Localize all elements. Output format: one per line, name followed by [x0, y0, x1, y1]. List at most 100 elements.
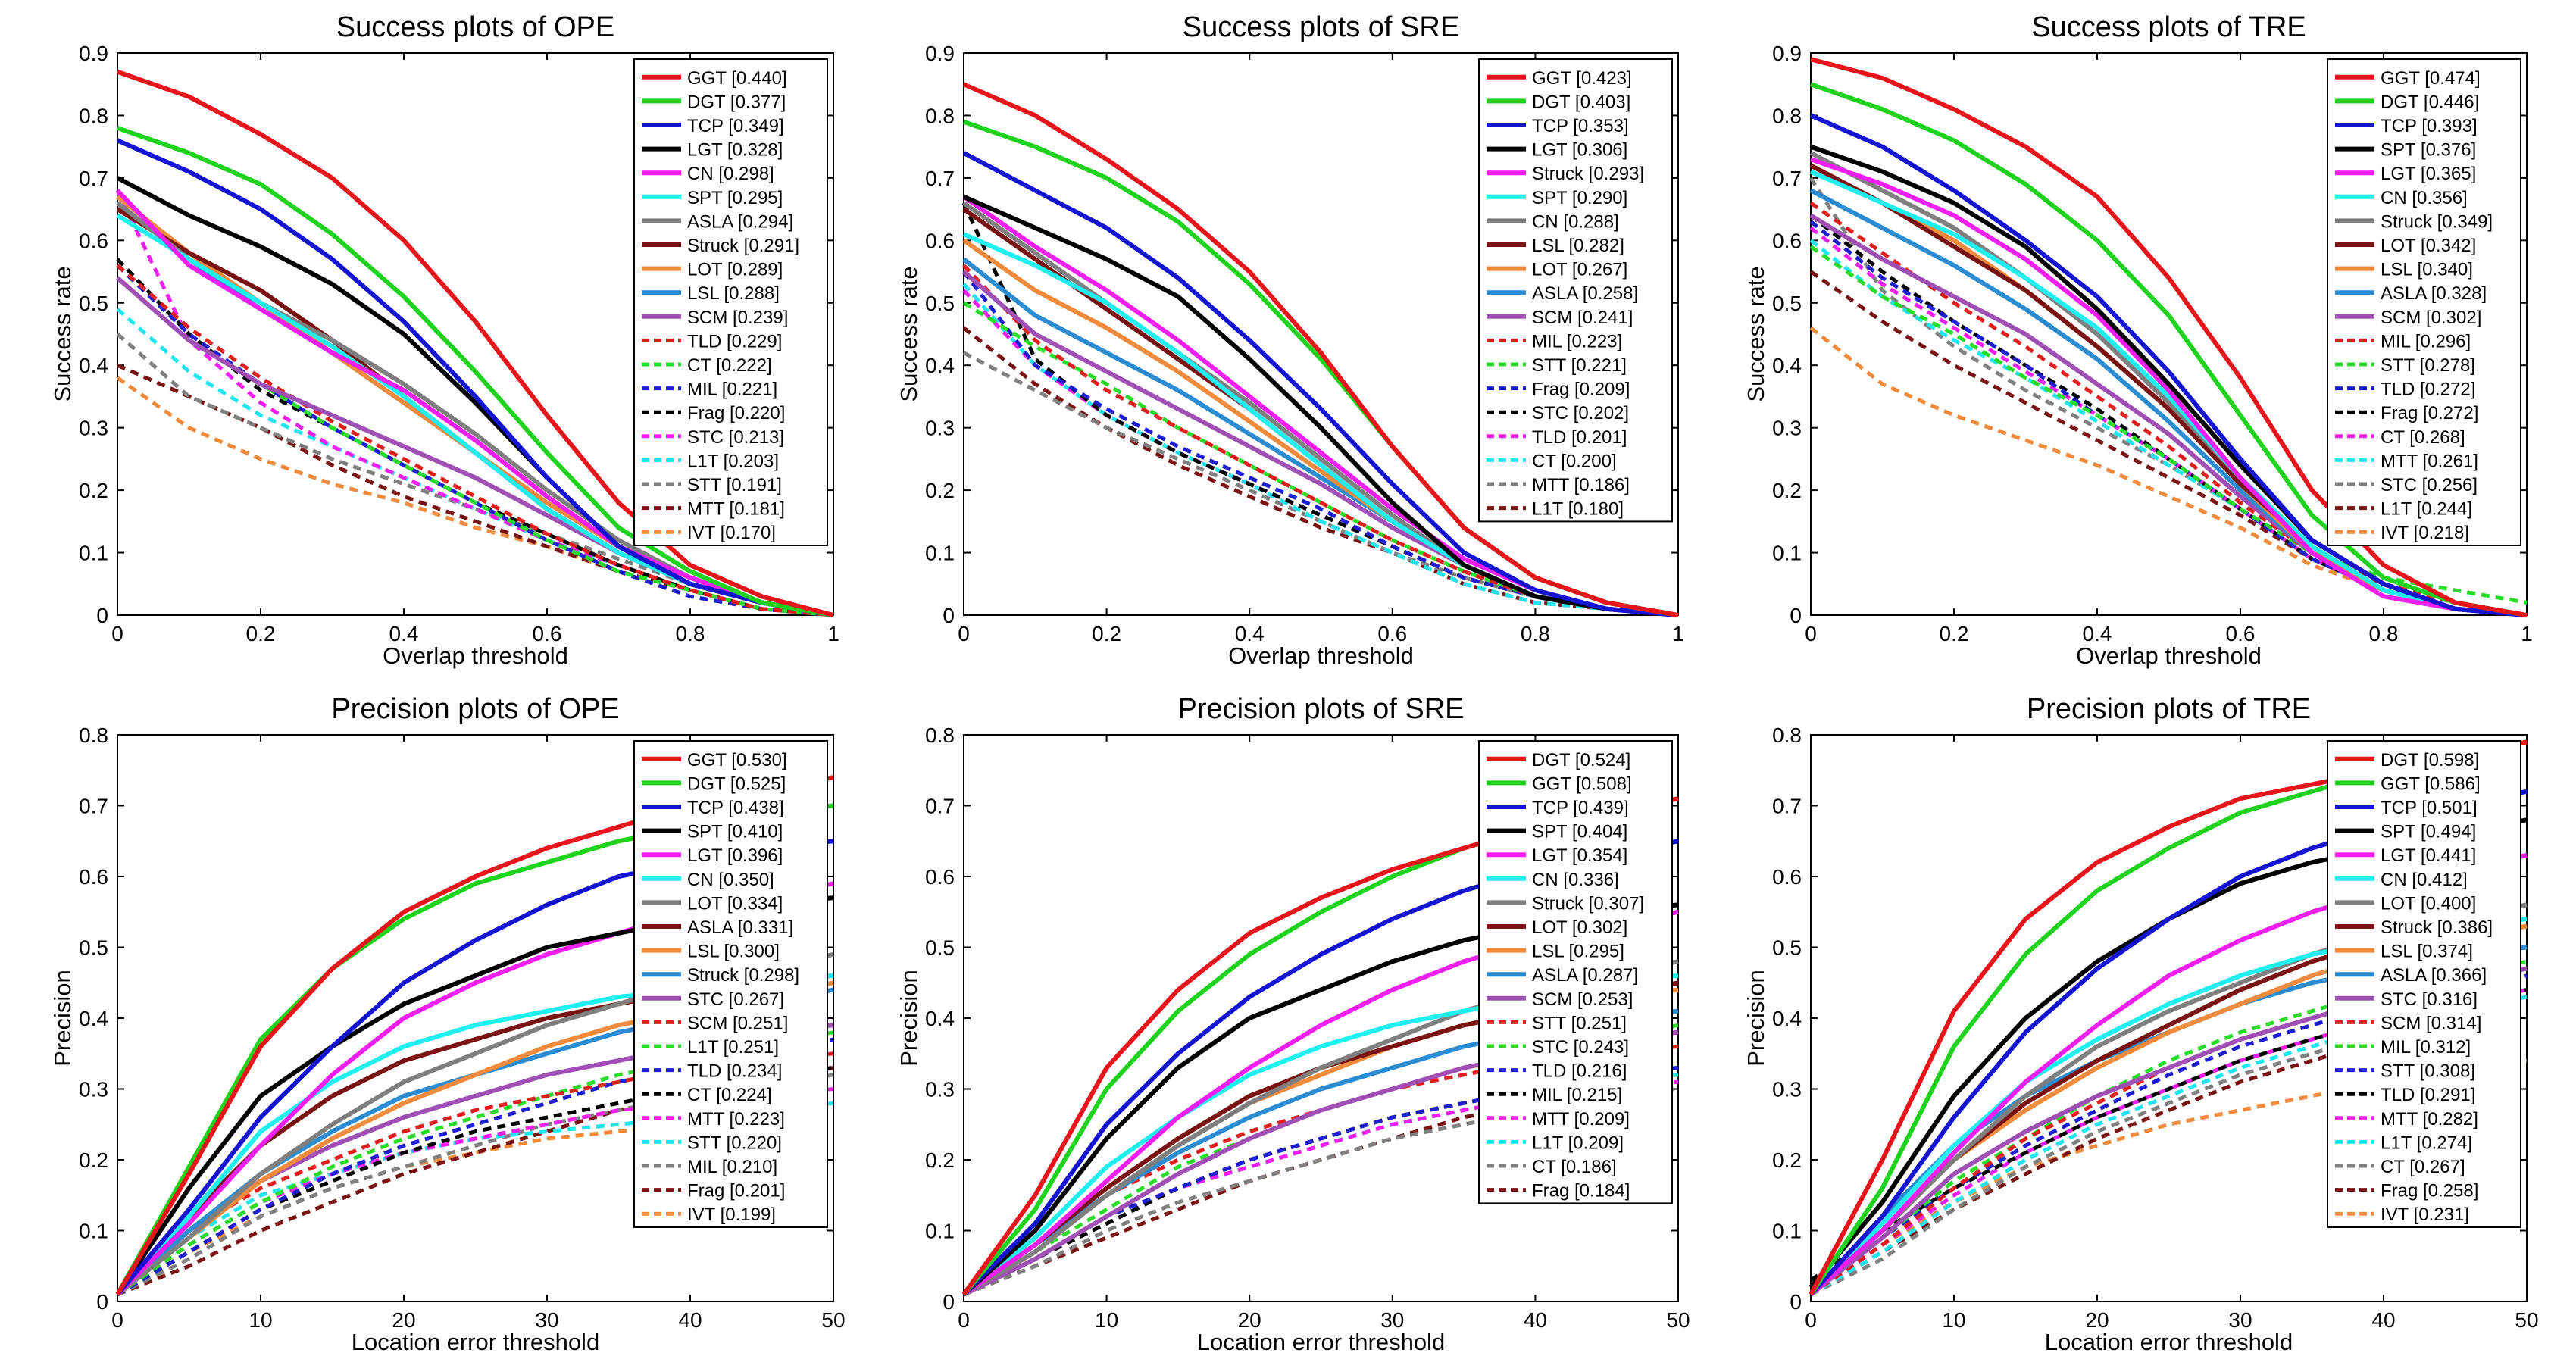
y-axis-label: Success rate: [896, 266, 922, 401]
y-tick-label: 0.4: [79, 354, 108, 377]
legend-entry-cn: CN [0.412]: [2381, 870, 2468, 890]
x-tick-label: 50: [821, 1308, 845, 1332]
x-tick-label: 0.2: [1092, 622, 1121, 645]
x-tick-label: 0.8: [676, 622, 705, 645]
legend-entry-lot: LOT [0.289]: [687, 260, 783, 280]
legend-entry-tcp: TCP [0.353]: [1532, 116, 1629, 136]
legend-entry-lgt: LGT [0.354]: [1532, 845, 1627, 866]
x-axis-label: Location error threshold: [1197, 1329, 1445, 1355]
legend-entry-cn: CN [0.356]: [2381, 188, 2468, 208]
x-tick-label: 10: [249, 1308, 272, 1332]
legend-entry-stc: STC [0.316]: [2381, 989, 2478, 1010]
x-tick-label: 0.8: [2369, 622, 2399, 645]
y-tick-label: 0.4: [925, 1007, 955, 1030]
legend-entry-tld: TLD [0.216]: [1532, 1061, 1627, 1082]
y-axis-label: Success rate: [49, 266, 76, 401]
legend-entry-stt: STT [0.308]: [2381, 1061, 2475, 1082]
y-tick-label: 0.6: [925, 229, 955, 252]
chart-2-success-plots-of-sre: Success plots of SRE 0 0.2 0.4 0.6 0.8 1 0 0.1 0.…: [896, 11, 1684, 669]
series-line-l1t: [1809, 995, 2528, 1296]
legend-entry-lgt: LGT [0.396]: [687, 845, 783, 866]
legend-entry-dgt: DGT [0.446]: [2381, 92, 2479, 112]
x-tick-label: 50: [2515, 1308, 2538, 1332]
x-tick-label: 0: [111, 622, 123, 645]
legend-entry-lgt: LGT [0.441]: [2381, 845, 2476, 866]
legend-entry-mil: MIL [0.223]: [1532, 331, 1622, 351]
legend-entry-scm: SCM [0.251]: [687, 1013, 788, 1033]
legend-entry-struck: Struck [0.293]: [1532, 164, 1644, 184]
legend-entry-mtt: MTT [0.282]: [2381, 1109, 2478, 1129]
x-axis-label: Location error threshold: [352, 1329, 599, 1355]
legend-entry-ivt: IVT [0.170]: [687, 523, 776, 543]
y-tick-label: 0.3: [1772, 417, 1802, 440]
series-line-tcp: [1809, 113, 2528, 617]
legend-entry-mtt: MTT [0.181]: [687, 499, 785, 520]
legend-entry-asla: ASLA [0.294]: [687, 211, 793, 232]
legend-entry-stt: STT [0.251]: [1532, 1013, 1627, 1033]
legend-entry-struck: Struck [0.291]: [687, 236, 799, 256]
x-tick-label: 0.8: [1521, 622, 1550, 645]
y-tick-label: 0.3: [79, 1078, 108, 1101]
legend-entry-tld: TLD [0.229]: [687, 331, 782, 351]
chart-title: Precision plots of OPE: [331, 693, 619, 725]
x-tick-label: 0.4: [389, 622, 419, 645]
x-tick-label: 40: [1524, 1308, 1547, 1332]
chart-6-precision-plots-of-tre: Precision plots of TRE 0 10 20 30 40 50 0 0.1 0.2…: [1743, 693, 2539, 1355]
legend-entry-struck: Struck [0.298]: [687, 965, 799, 986]
series-line-ivt: [116, 1108, 834, 1296]
chart-5-precision-plots-of-sre: Precision plots of SRE 0 10 20 30 40 50 0 0.1 0.2…: [896, 693, 1690, 1355]
legend-entry-lsl: LSL [0.340]: [2381, 260, 2473, 280]
legend-entry-tcp: TCP [0.439]: [1532, 798, 1629, 818]
series-line-tcp: [962, 151, 1679, 617]
x-tick-label: 0: [958, 622, 970, 645]
legend-entry-spt: SPT [0.404]: [1532, 822, 1627, 842]
y-tick-label: 0.1: [925, 1220, 955, 1243]
legend-entry-scm: SCM [0.241]: [1532, 308, 1633, 328]
legend-entry-tld: TLD [0.201]: [1532, 427, 1627, 448]
legend-box: [633, 58, 828, 546]
legend-entry-tcp: TCP [0.393]: [2381, 116, 2478, 136]
series-line-frag: [117, 1066, 834, 1297]
y-tick-label: 0.2: [1772, 479, 1802, 502]
y-tick-label: 0.4: [1772, 354, 1802, 377]
series-line-dgt: [117, 126, 834, 617]
legend-entry-mil: MIL [0.221]: [687, 380, 777, 400]
legend-entry-lgt: LGT [0.328]: [687, 140, 783, 161]
y-tick-label: 0.8: [1772, 104, 1802, 127]
legend-entry-frag: Frag [0.220]: [687, 403, 785, 423]
legend-entry-spt: SPT [0.290]: [1532, 188, 1627, 208]
y-tick-label: 0.7: [1772, 167, 1802, 190]
legend-entry-ct: CT [0.186]: [1532, 1157, 1617, 1177]
legend-entry-frag: Frag [0.209]: [1532, 380, 1630, 400]
series-line-lgt: [1810, 157, 2528, 617]
legend-entry-asla: ASLA [0.331]: [687, 917, 793, 938]
legend-entry-lsl: LSL [0.282]: [1532, 236, 1624, 256]
legend-entry-ivt: IVT [0.231]: [2381, 1204, 2469, 1225]
y-tick-label: 0.6: [79, 865, 108, 889]
y-tick-label: 0.4: [925, 354, 955, 377]
y-tick-label: 0.3: [1772, 1078, 1802, 1101]
legend-entry-l1t: L1T [0.180]: [1532, 499, 1624, 520]
y-tick-label: 0: [96, 604, 108, 627]
legend-entry-stc: STC [0.202]: [1532, 403, 1629, 423]
y-tick-label: 0.5: [925, 292, 955, 315]
y-tick-label: 0.8: [79, 723, 108, 747]
y-tick-label: 0.4: [79, 1007, 108, 1030]
x-axis-label: Overlap threshold: [383, 642, 568, 669]
legend-entry-l1t: L1T [0.203]: [687, 451, 779, 471]
legend-entry-asla: ASLA [0.287]: [1532, 965, 1638, 986]
legend-entry-l1t: L1T [0.274]: [2381, 1133, 2472, 1153]
legend-entry-ggt: GGT [0.586]: [2381, 773, 2481, 794]
series-line-ggt: [962, 82, 1679, 617]
y-tick-label: 0.7: [79, 167, 108, 190]
x-tick-label: 1: [1672, 622, 1684, 645]
x-tick-label: 0.4: [1235, 622, 1265, 645]
legend-entry-mil: MIL [0.296]: [2381, 331, 2471, 351]
legend-entry-struck: Struck [0.386]: [2381, 917, 2493, 938]
legend-entry-stc: STC [0.243]: [1532, 1037, 1629, 1058]
y-axis-label: Success rate: [1743, 266, 1769, 401]
x-tick-label: 0.6: [2226, 622, 2256, 645]
chart-3-success-plots-of-tre: Success plots of TRE 0 0.2 0.4 0.6 0.8 1 0 0.1 0.…: [1743, 11, 2533, 669]
series-line-tld: [1809, 988, 2528, 1283]
